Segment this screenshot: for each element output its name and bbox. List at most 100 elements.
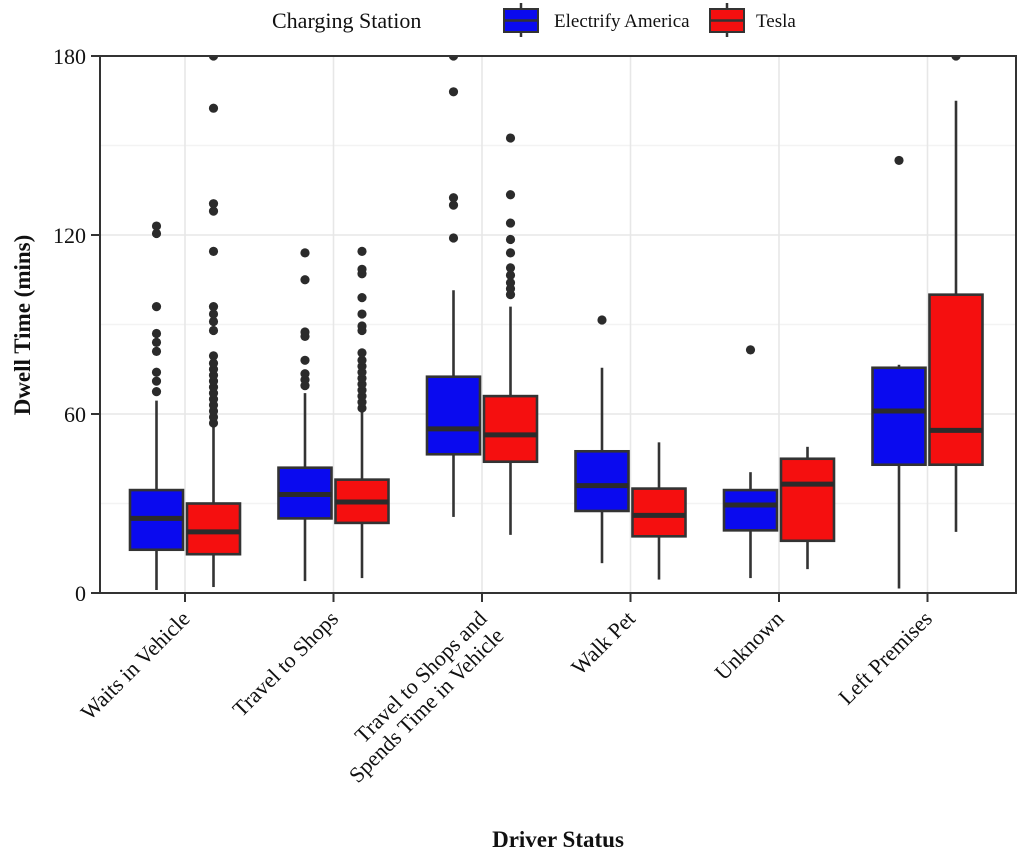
outlier-dot (151, 337, 162, 347)
x-tick-label-4: Unknown (709, 606, 788, 685)
outlier-dot (300, 369, 310, 379)
box-tesla-4 (779, 446, 836, 570)
outlier-dot (300, 248, 310, 258)
box-electrify-america-0 (128, 221, 185, 591)
legend-key-tesla (709, 3, 745, 37)
x-tick-label-line: Walk Pet (566, 606, 640, 680)
legend-title: Charging Station (272, 8, 421, 33)
x-tick-label-5: Left Premises (833, 606, 937, 710)
outlier-dot (151, 302, 162, 312)
x-tick-label-line: Travel to Shops (227, 606, 343, 722)
outlier-dot (357, 293, 367, 303)
outlier-dot (448, 200, 459, 210)
outlier-dot (505, 263, 516, 273)
x-tick-label-line: Left Premises (833, 606, 937, 710)
x-tick-label-line: Unknown (709, 606, 788, 685)
outlier-dot (448, 56, 459, 61)
box-rect (871, 366, 927, 467)
outlier-dot (208, 103, 219, 113)
outlier-dot (894, 155, 904, 166)
outlier-dot (357, 321, 367, 331)
x-tick-labels: Waits in Vehicle Travel to Shops Travel to… (76, 606, 937, 788)
box-electrify-america-2 (425, 56, 482, 517)
y-tick-label-0: 0 (75, 581, 86, 606)
outlier-dot (505, 234, 516, 245)
box-tesla-3 (631, 442, 687, 580)
legend-label-tesla: Tesla (756, 11, 796, 32)
outlier-dot (357, 264, 367, 274)
outlier-dot (151, 346, 162, 356)
panel-border (99, 55, 1017, 594)
box-rect (425, 375, 482, 456)
outlier-dot (448, 233, 459, 243)
boxplot-data-layer (128, 56, 984, 591)
x-tick-label-3: Walk Pet (566, 606, 640, 680)
x-tick-label-0: Waits in Vehicle (76, 606, 195, 725)
box-electrify-america-4 (722, 345, 779, 579)
x-tick-label-2: Travel to Shops andSpends Time in Vehicl… (327, 606, 509, 788)
box-electrify-america-5 (871, 155, 927, 589)
outlier-dot (208, 246, 219, 257)
outlier-dot (505, 248, 516, 258)
outlier-dot (208, 309, 219, 319)
box-rect (928, 293, 984, 467)
box-electrify-america-1 (277, 248, 333, 582)
outlier-dot (208, 302, 219, 312)
box-rect (482, 394, 539, 464)
box-rect (185, 502, 242, 556)
outlier-dot (151, 387, 162, 397)
outlier-dot (505, 133, 516, 143)
outlier-dot (208, 56, 219, 61)
outlier-dot (505, 218, 516, 228)
outlier-dot (745, 345, 756, 355)
outlier-dot (300, 327, 310, 337)
box-tesla-2 (482, 133, 539, 535)
x-tick-label-1: Travel to Shops (227, 606, 343, 722)
box-tesla-0 (185, 56, 242, 588)
outlier-dot (151, 328, 162, 339)
outlier-dot (505, 190, 516, 200)
box-rect (574, 449, 630, 513)
outlier-dot (448, 193, 459, 203)
box-electrify-america-3 (574, 315, 630, 564)
x-tick-label-line: Waits in Vehicle (76, 606, 195, 725)
outlier-dot (357, 348, 367, 358)
outlier-dot (208, 351, 219, 361)
legend-key-electrify-america (503, 3, 539, 37)
outlier-dot (505, 270, 516, 280)
legend-label-electrify-america: Electrify America (554, 11, 690, 32)
outlier-dot (208, 199, 219, 209)
legend: Charging Station Electrify America Tesla (272, 3, 796, 37)
outlier-dot (300, 275, 310, 285)
outlier-dot (357, 355, 367, 365)
outlier-dot (951, 56, 961, 61)
outlier-dot (208, 316, 219, 327)
outlier-dot (151, 221, 162, 231)
box-tesla-1 (334, 246, 390, 579)
box-rect (631, 487, 687, 538)
outlier-dot (151, 367, 162, 377)
x-tick-label-line: Spends Time in Vehicle (344, 623, 509, 788)
y-axis-title: Dwell Time (mins) (10, 235, 35, 416)
outlier-dot (151, 228, 162, 239)
outlier-dot (300, 355, 310, 365)
x-axis-title: Driver Status (492, 827, 624, 852)
y-tick-label-60: 60 (64, 402, 86, 427)
outlier-dot (597, 315, 607, 325)
outlier-dot (357, 309, 367, 319)
outlier-dot (505, 278, 516, 288)
y-tick-label-120: 120 (53, 223, 86, 248)
axis-ticks (91, 55, 929, 602)
box-rect (722, 488, 779, 532)
outlier-dot (208, 206, 219, 216)
outlier-dot (448, 87, 459, 97)
outlier-dot (208, 325, 219, 336)
box-rect (779, 457, 836, 543)
box-tesla-5 (928, 56, 984, 532)
y-tick-labels: 0 60 120 180 (53, 44, 86, 606)
y-tick-label-180: 180 (53, 44, 86, 69)
outlier-dot (208, 358, 219, 368)
outlier-dot (357, 246, 367, 257)
